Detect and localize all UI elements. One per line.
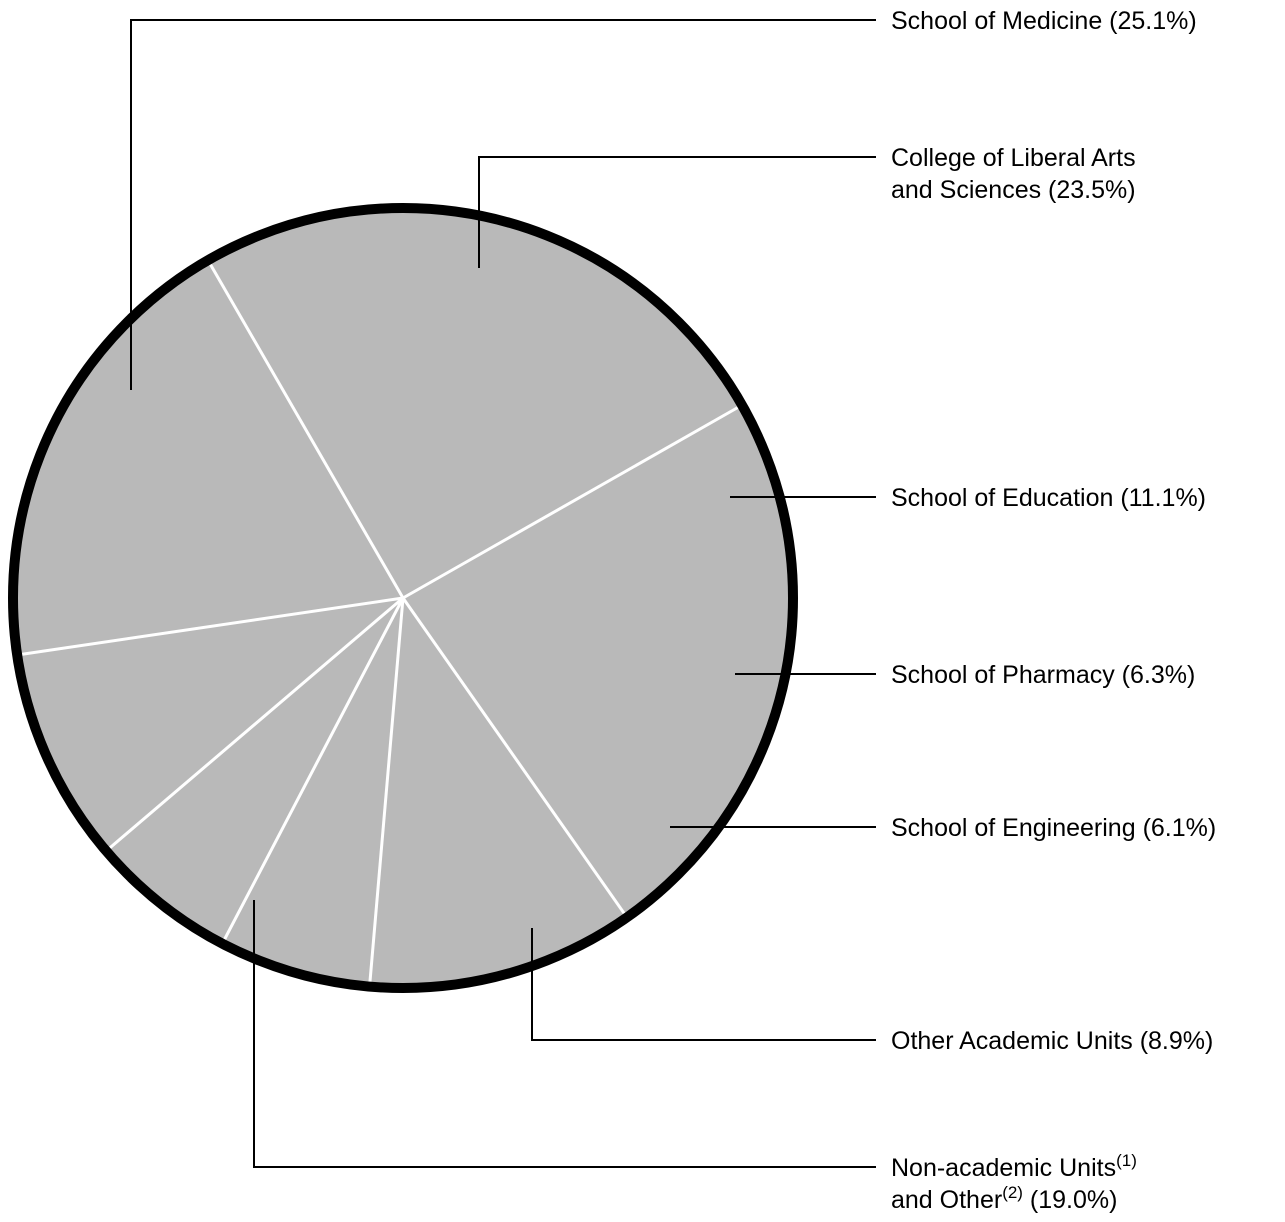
pie-slice-medicine <box>208 207 742 598</box>
slice-separator <box>402 403 743 600</box>
pie-slice-liberal-arts <box>403 405 794 918</box>
slice-label-medicine: School of Medicine (25.1%) <box>891 7 1197 35</box>
pie-slice-engineering <box>106 598 403 944</box>
slice-separator <box>16 596 404 657</box>
slice-separator <box>368 597 405 987</box>
pie-slices <box>13 207 794 988</box>
slice-label-other-academic: Other Academic Units (8.9%) <box>891 1027 1213 1055</box>
slice-labels: School of Medicine (25.1%) College of Lib… <box>891 7 1216 1214</box>
slice-separator <box>401 597 629 919</box>
leader-line-medicine <box>130 19 876 390</box>
leader-line-other-academic <box>531 928 876 1041</box>
slice-separator <box>220 597 405 945</box>
pie-outline <box>8 203 798 993</box>
pie-slice-non-academic <box>13 260 404 655</box>
leader-line-liberal-arts <box>478 156 876 268</box>
pie-slice-education <box>369 598 627 988</box>
leader-line-non-academic <box>253 900 876 1168</box>
slice-label-engineering: School of Engineering (6.1%) <box>891 814 1216 842</box>
slice-separator <box>206 259 405 599</box>
slice-label-non-academic: Non-academic Units(1) and Other(2) (19.0%… <box>891 1151 1137 1214</box>
leader-lines <box>130 19 876 1168</box>
slice-label-education: School of Education (11.1%) <box>891 484 1206 512</box>
slice-label-liberal-arts: College of Liberal Arts and Sciences (23.… <box>891 144 1136 204</box>
pie-slice-pharmacy <box>222 598 403 987</box>
pie-slice-other-academic <box>17 598 404 851</box>
slice-separator <box>105 596 404 853</box>
slice-label-pharmacy: School of Pharmacy (6.3%) <box>891 661 1195 689</box>
